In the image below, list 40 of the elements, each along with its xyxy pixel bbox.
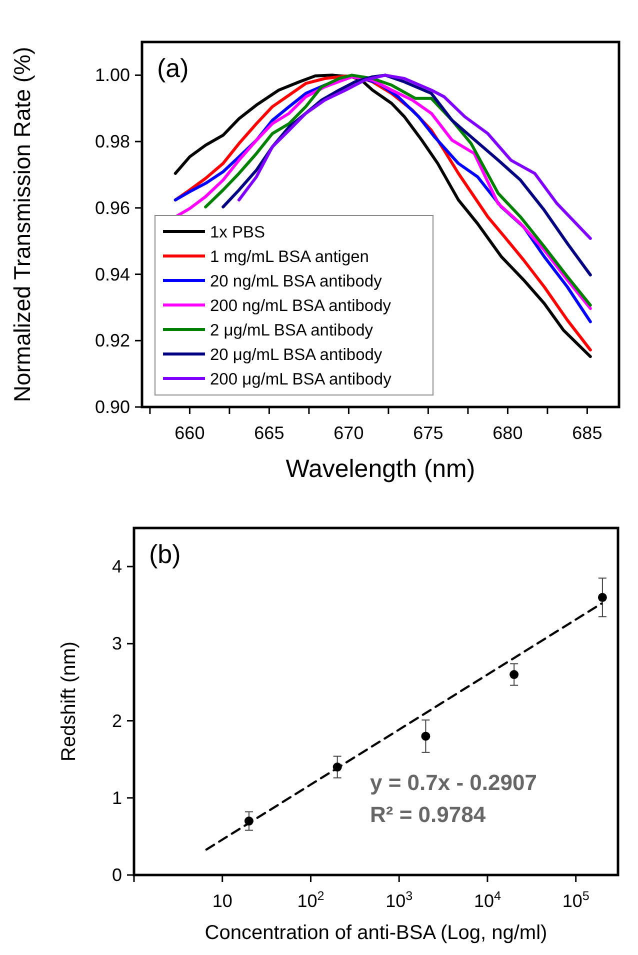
y-tick-label: 3	[112, 634, 122, 654]
x-tick-label: 680	[492, 423, 523, 443]
y-tick-label: 0	[112, 865, 122, 885]
annotation: y = 0.7x - 0.2907	[370, 770, 537, 795]
x-tick-label: 665	[254, 423, 284, 443]
legend-label: 200 μg/mL BSA antibody	[210, 370, 392, 388]
point	[421, 732, 430, 741]
point	[598, 592, 607, 602]
y-tick-label: 4	[112, 556, 122, 577]
y-tick-label: 2	[112, 710, 122, 731]
y-tick-label: 0.92	[94, 330, 130, 351]
y-tick-label: 1.00	[94, 65, 130, 86]
y-axis-title: Normalized Transmission Rate (%)	[9, 46, 35, 402]
y-tick-label: 0.96	[94, 198, 130, 218]
x-axis-title: Concentration of anti-BSA (Log, ng/ml)	[204, 922, 548, 944]
legend-label: 1x PBS	[210, 224, 266, 242]
x-tick-label: 10	[212, 891, 232, 911]
x-tick-label: 10$^{4}$	[474, 889, 501, 911]
legend-label: 1 mg/mL BSA antigen	[210, 248, 369, 266]
annotation: (a)	[157, 53, 189, 83]
y-tick-label: 0.94	[94, 264, 130, 284]
x-axis-title: Wavelength (nm)	[286, 455, 476, 483]
x-tick-label: 10$^{2}$	[297, 889, 324, 911]
legend-label: 20 ng/mL BSA antibody	[210, 272, 383, 290]
y-tick-label: 0.98	[94, 132, 130, 152]
x-tick-label: 685	[572, 423, 602, 443]
legend-label: 2 μg/mL BSA antibody	[210, 322, 374, 340]
x-tick-label: 10$^{3}$	[386, 889, 413, 911]
y-axis-title: Redshift (nm)	[58, 641, 80, 762]
x-tick-label: 670	[334, 423, 364, 443]
legend-label: 200 ng/mL BSA antibody	[210, 297, 392, 315]
y-tick-label: 0.90	[94, 397, 130, 417]
legend-label: 20 μg/mL BSA antibody	[210, 346, 383, 364]
annotation: R² = 0.9784	[370, 802, 486, 827]
annotation: (b)	[149, 539, 181, 569]
x-tick-label: 660	[174, 423, 205, 443]
y-tick-label: 1	[112, 788, 122, 808]
point	[510, 670, 519, 680]
x-tick-label: 10$^{5}$	[562, 889, 590, 911]
x-tick-label: 675	[413, 423, 444, 443]
